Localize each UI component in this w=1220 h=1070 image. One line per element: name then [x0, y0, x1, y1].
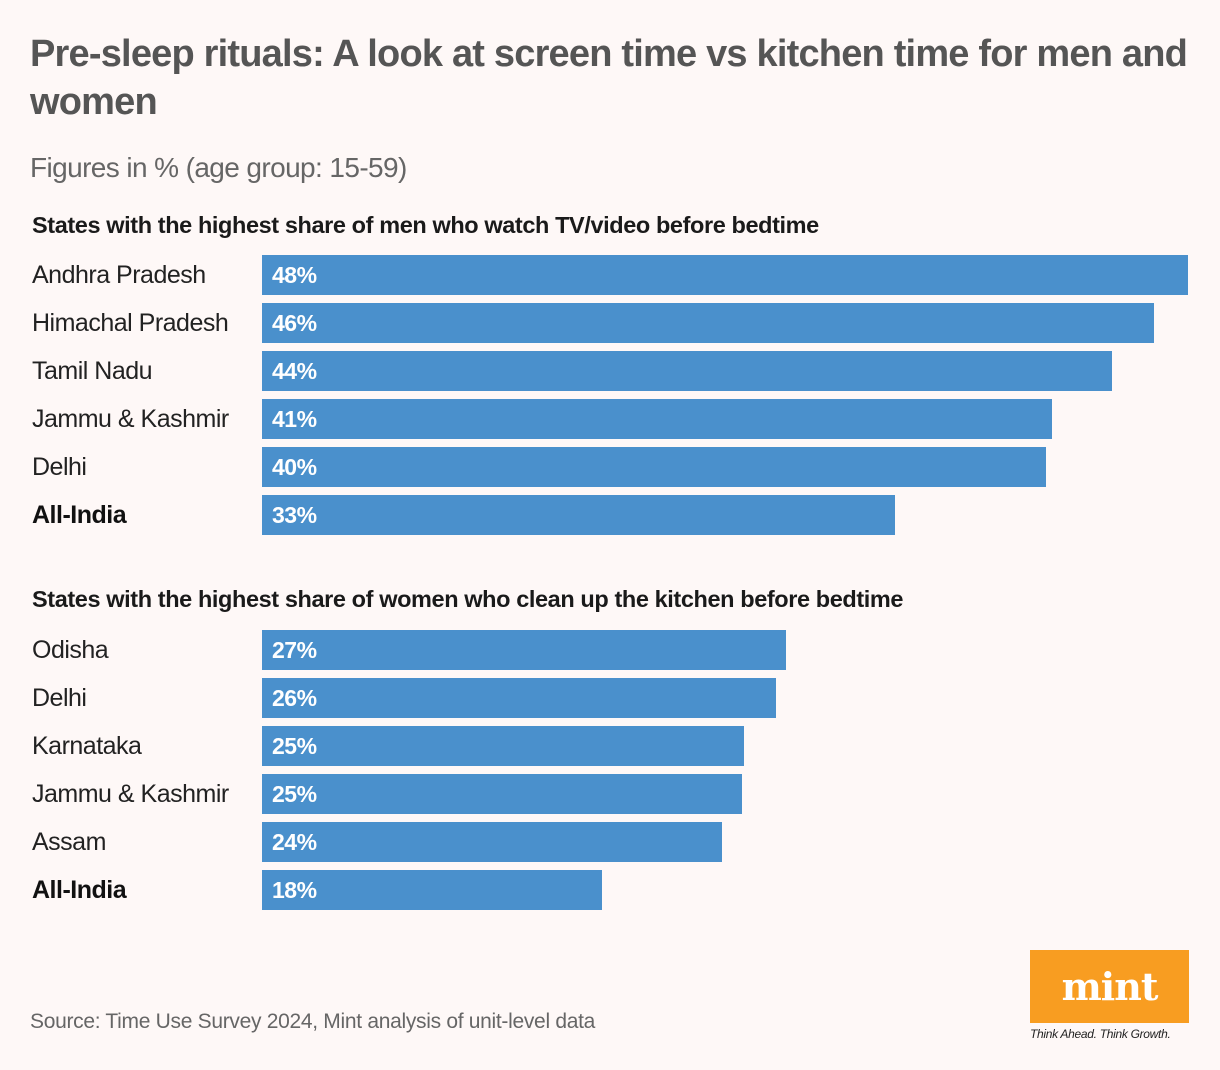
- bar-category-label: Himachal Pradesh: [32, 309, 229, 337]
- bar-category-label: Andhra Pradesh: [32, 261, 206, 289]
- bar-row: All-India 33%: [0, 495, 1220, 535]
- bar: 46%: [262, 303, 1154, 343]
- bar-category-label: All-India: [32, 501, 127, 529]
- mint-tagline: Think Ahead. Think Growth.: [1030, 1027, 1171, 1041]
- bar-value-label: 46%: [272, 310, 317, 336]
- bar: 25%: [262, 774, 742, 814]
- chart-title: Pre-sleep rituals: A look at screen time…: [30, 33, 1188, 123]
- bar: 44%: [262, 351, 1112, 391]
- bar: 27%: [262, 630, 786, 670]
- bar-value-label: 18%: [272, 877, 317, 903]
- bar-value-label: 40%: [272, 454, 317, 480]
- bar-value-label: 41%: [272, 406, 317, 432]
- bar-row: Jammu & Kashmir 25%: [0, 774, 1220, 814]
- bar-row: Delhi 26%: [0, 678, 1220, 718]
- bar-category-label: Delhi: [32, 453, 87, 481]
- bar-value-label: 25%: [272, 733, 317, 759]
- bar-value-label: 44%: [272, 358, 317, 384]
- bar-category-label: Jammu & Kashmir: [32, 780, 229, 808]
- bar: 25%: [262, 726, 744, 766]
- bar-category-label: Tamil Nadu: [32, 357, 153, 385]
- mint-logo-text: mint: [1061, 964, 1159, 1009]
- bar: 33%: [262, 495, 895, 535]
- bar: 41%: [262, 399, 1052, 439]
- bar-value-label: 26%: [272, 685, 317, 711]
- bar-category-label: All-India: [32, 876, 127, 904]
- bar: 24%: [262, 822, 722, 862]
- bar: 48%: [262, 255, 1188, 295]
- bar-category-label: Karnataka: [32, 732, 142, 760]
- bar-value-label: 24%: [272, 829, 317, 855]
- bar-value-label: 48%: [272, 262, 317, 288]
- men-tv-section-title: States with the highest share of men who…: [32, 212, 819, 238]
- bar-row: Himachal Pradesh 46%: [0, 303, 1220, 343]
- bar: 40%: [262, 447, 1046, 487]
- bar-category-label: Odisha: [32, 636, 109, 664]
- bar-row: Assam 24%: [0, 822, 1220, 862]
- bar-row: Delhi 40%: [0, 447, 1220, 487]
- chart-subtitle: Figures in % (age group: 15-59): [30, 152, 407, 183]
- bar-row: Tamil Nadu 44%: [0, 351, 1220, 391]
- bar-category-label: Delhi: [32, 684, 87, 712]
- bar-value-label: 27%: [272, 637, 317, 663]
- source-note: Source: Time Use Survey 2024, Mint analy…: [30, 1010, 596, 1033]
- bar-row: Karnataka 25%: [0, 726, 1220, 766]
- bar-row: All-India 18%: [0, 870, 1220, 910]
- women-kitchen-section-title: States with the highest share of women w…: [32, 586, 904, 612]
- bar-value-label: 33%: [272, 502, 317, 528]
- bar-value-label: 25%: [272, 781, 317, 807]
- bar: 26%: [262, 678, 776, 718]
- bar-row: Jammu & Kashmir 41%: [0, 399, 1220, 439]
- mint-logo: mint: [1030, 950, 1189, 1023]
- bar-row: Odisha 27%: [0, 630, 1220, 670]
- bar-category-label: Assam: [32, 828, 106, 856]
- bar-category-label: Jammu & Kashmir: [32, 405, 229, 433]
- bar: 18%: [262, 870, 602, 910]
- bar-row: Andhra Pradesh 48%: [0, 255, 1220, 295]
